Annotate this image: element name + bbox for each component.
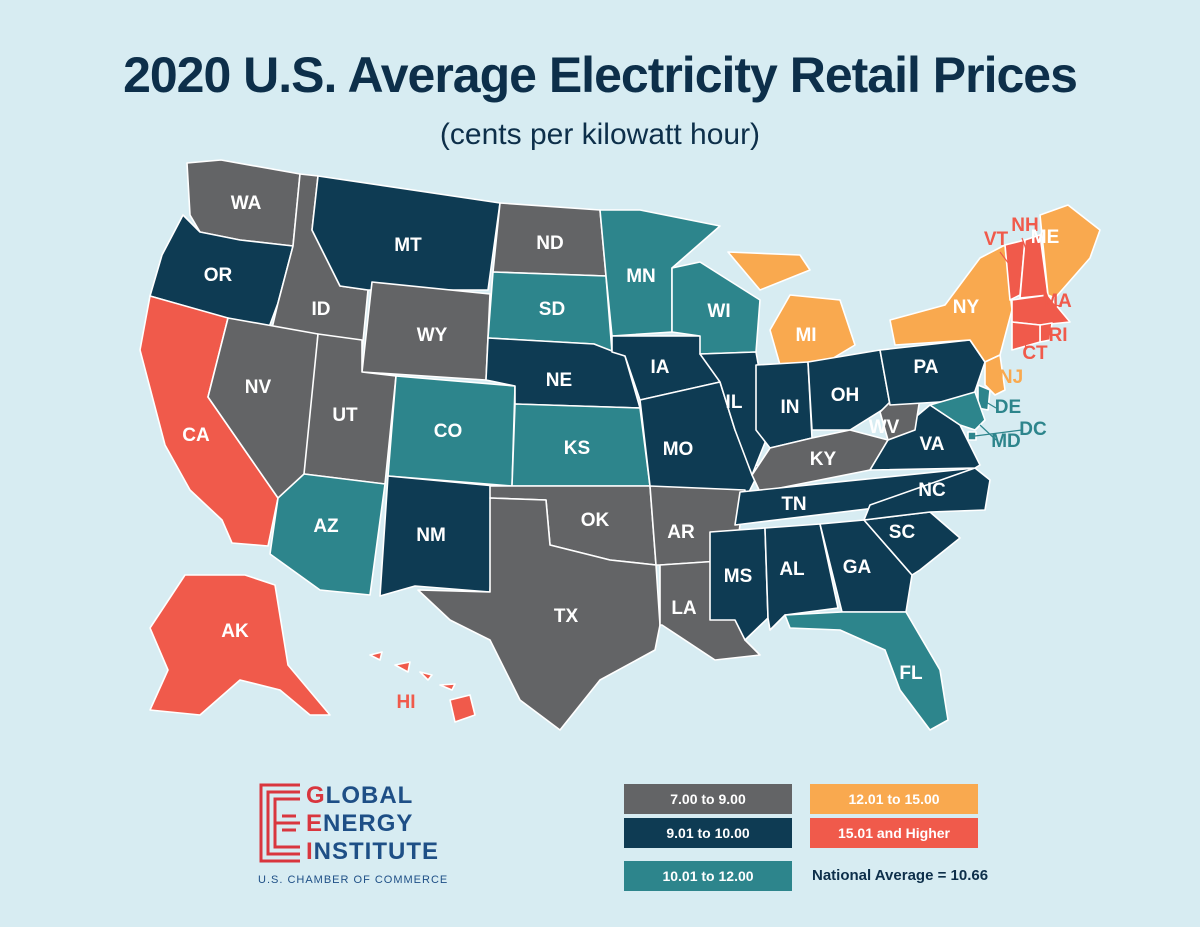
- leader-line-nj: [997, 373, 1003, 377]
- state-label-ky: KY: [810, 449, 837, 470]
- state-ga: [819, 519, 913, 613]
- state-label-fl: FL: [899, 663, 923, 684]
- logo-line-global: GLOBAL: [306, 782, 414, 809]
- state-az: [269, 473, 386, 596]
- state-label-md: MD: [991, 431, 1021, 452]
- state-label-wv: WV: [869, 417, 900, 438]
- state-label-ak: AK: [221, 621, 249, 642]
- state-label-ct: CT: [1022, 343, 1048, 364]
- state-dc: [967, 431, 977, 441]
- leader-line-vt: [999, 251, 1013, 269]
- national-average: National Average = 10.66: [812, 867, 989, 884]
- state-label-ri: RI: [1049, 325, 1068, 346]
- state-label-nc: NC: [918, 480, 946, 501]
- state-label-ma: MA: [1042, 291, 1072, 312]
- state-label-ga: GA: [843, 557, 872, 578]
- state-me: [1039, 204, 1101, 299]
- state-label-nj: NJ: [999, 367, 1023, 388]
- state-label-nh: NH: [1011, 215, 1038, 236]
- state-label-ks: KS: [564, 438, 590, 459]
- leader-line-nh: [1021, 237, 1031, 261]
- legend-item-cat4: 12.01 to 15.00: [810, 784, 978, 814]
- state-label-mn: MN: [626, 266, 656, 287]
- state-label-tn: TN: [781, 494, 806, 515]
- state-label-mt: MT: [394, 235, 422, 256]
- state-label-de: DE: [995, 397, 1021, 418]
- state-label-id: ID: [312, 299, 331, 320]
- state-label-nd: ND: [536, 233, 563, 254]
- state-label-nv: NV: [245, 377, 272, 398]
- state-label-nm: NM: [416, 525, 446, 546]
- page-subtitle: (cents per kilowatt hour): [439, 118, 761, 151]
- state-label-sc: SC: [889, 522, 916, 543]
- state-label-az: AZ: [313, 516, 339, 537]
- state-label-or: OR: [204, 265, 233, 286]
- state-label-ca: CA: [182, 425, 210, 446]
- state-oh: [807, 349, 891, 431]
- state-label-mo: MO: [663, 439, 694, 460]
- state-label-mi: MI: [795, 325, 816, 346]
- state-fl: [784, 611, 949, 731]
- state-label-wy: WY: [417, 325, 448, 346]
- leader-line-dc: [974, 429, 1023, 437]
- legend-item-cat5: 15.01 and Higher: [810, 818, 978, 848]
- state-label-ne: NE: [546, 370, 572, 391]
- state-nj: [984, 354, 1006, 396]
- logo-subtitle: U.S. CHAMBER OF COMMERCE: [258, 874, 449, 886]
- state-label-sd: SD: [539, 299, 565, 320]
- logo-e-mark-icon: [259, 783, 300, 863]
- state-label-me: ME: [1031, 227, 1060, 248]
- leader-line-ma: [1044, 303, 1063, 307]
- state-label-la: LA: [671, 598, 697, 619]
- state-ny: [889, 244, 1013, 363]
- state-label-ut: UT: [332, 405, 358, 426]
- legend-item-cat2: 9.01 to 10.00: [624, 818, 792, 848]
- state-label-wi: WI: [707, 301, 730, 322]
- state-label-vt: VT: [984, 229, 1009, 250]
- state-label-tx: TX: [554, 606, 579, 627]
- state-label-in: IN: [781, 397, 800, 418]
- state-label-il: IL: [726, 392, 743, 413]
- legend-item-cat3: 10.01 to 12.00: [624, 861, 792, 891]
- state-label-oh: OH: [831, 385, 860, 406]
- state-nm: [379, 475, 496, 597]
- state-label-ms: MS: [724, 566, 753, 587]
- logo-line-energy: ENERGY: [306, 810, 414, 837]
- legend-item-cat1: 7.00 to 9.00: [624, 784, 792, 814]
- state-label-ny: NY: [953, 297, 980, 318]
- state-label-wa: WA: [231, 193, 262, 214]
- leader-line-ct: [1024, 339, 1027, 351]
- global-energy-institute-logo: GLOBAL ENERGY INSTITUTE U.S. CHAMBER OF …: [258, 782, 447, 886]
- state-label-va: VA: [920, 434, 945, 455]
- state-hi: [369, 651, 476, 723]
- page-title: 2020 U.S. Average Electricity Retail Pri…: [123, 47, 1078, 103]
- state-mt: [311, 175, 501, 291]
- state-label-dc: DC: [1019, 419, 1047, 440]
- state-tx: [417, 497, 661, 731]
- state-label-ok: OK: [581, 510, 610, 531]
- state-label-co: CO: [434, 421, 463, 442]
- state-label-pa: PA: [914, 357, 939, 378]
- leader-line-md: [979, 424, 997, 441]
- logo-line-institute: INSTITUTE: [306, 838, 439, 865]
- state-ak: [149, 574, 331, 716]
- leader-line-ri: [1047, 331, 1051, 336]
- state-label-ar: AR: [667, 522, 695, 543]
- leader-line-de: [985, 401, 997, 409]
- state-label-ia: IA: [651, 357, 670, 378]
- state-ct: [1011, 321, 1041, 351]
- state-label-hi: HI: [397, 692, 416, 713]
- state-label-al: AL: [779, 559, 805, 580]
